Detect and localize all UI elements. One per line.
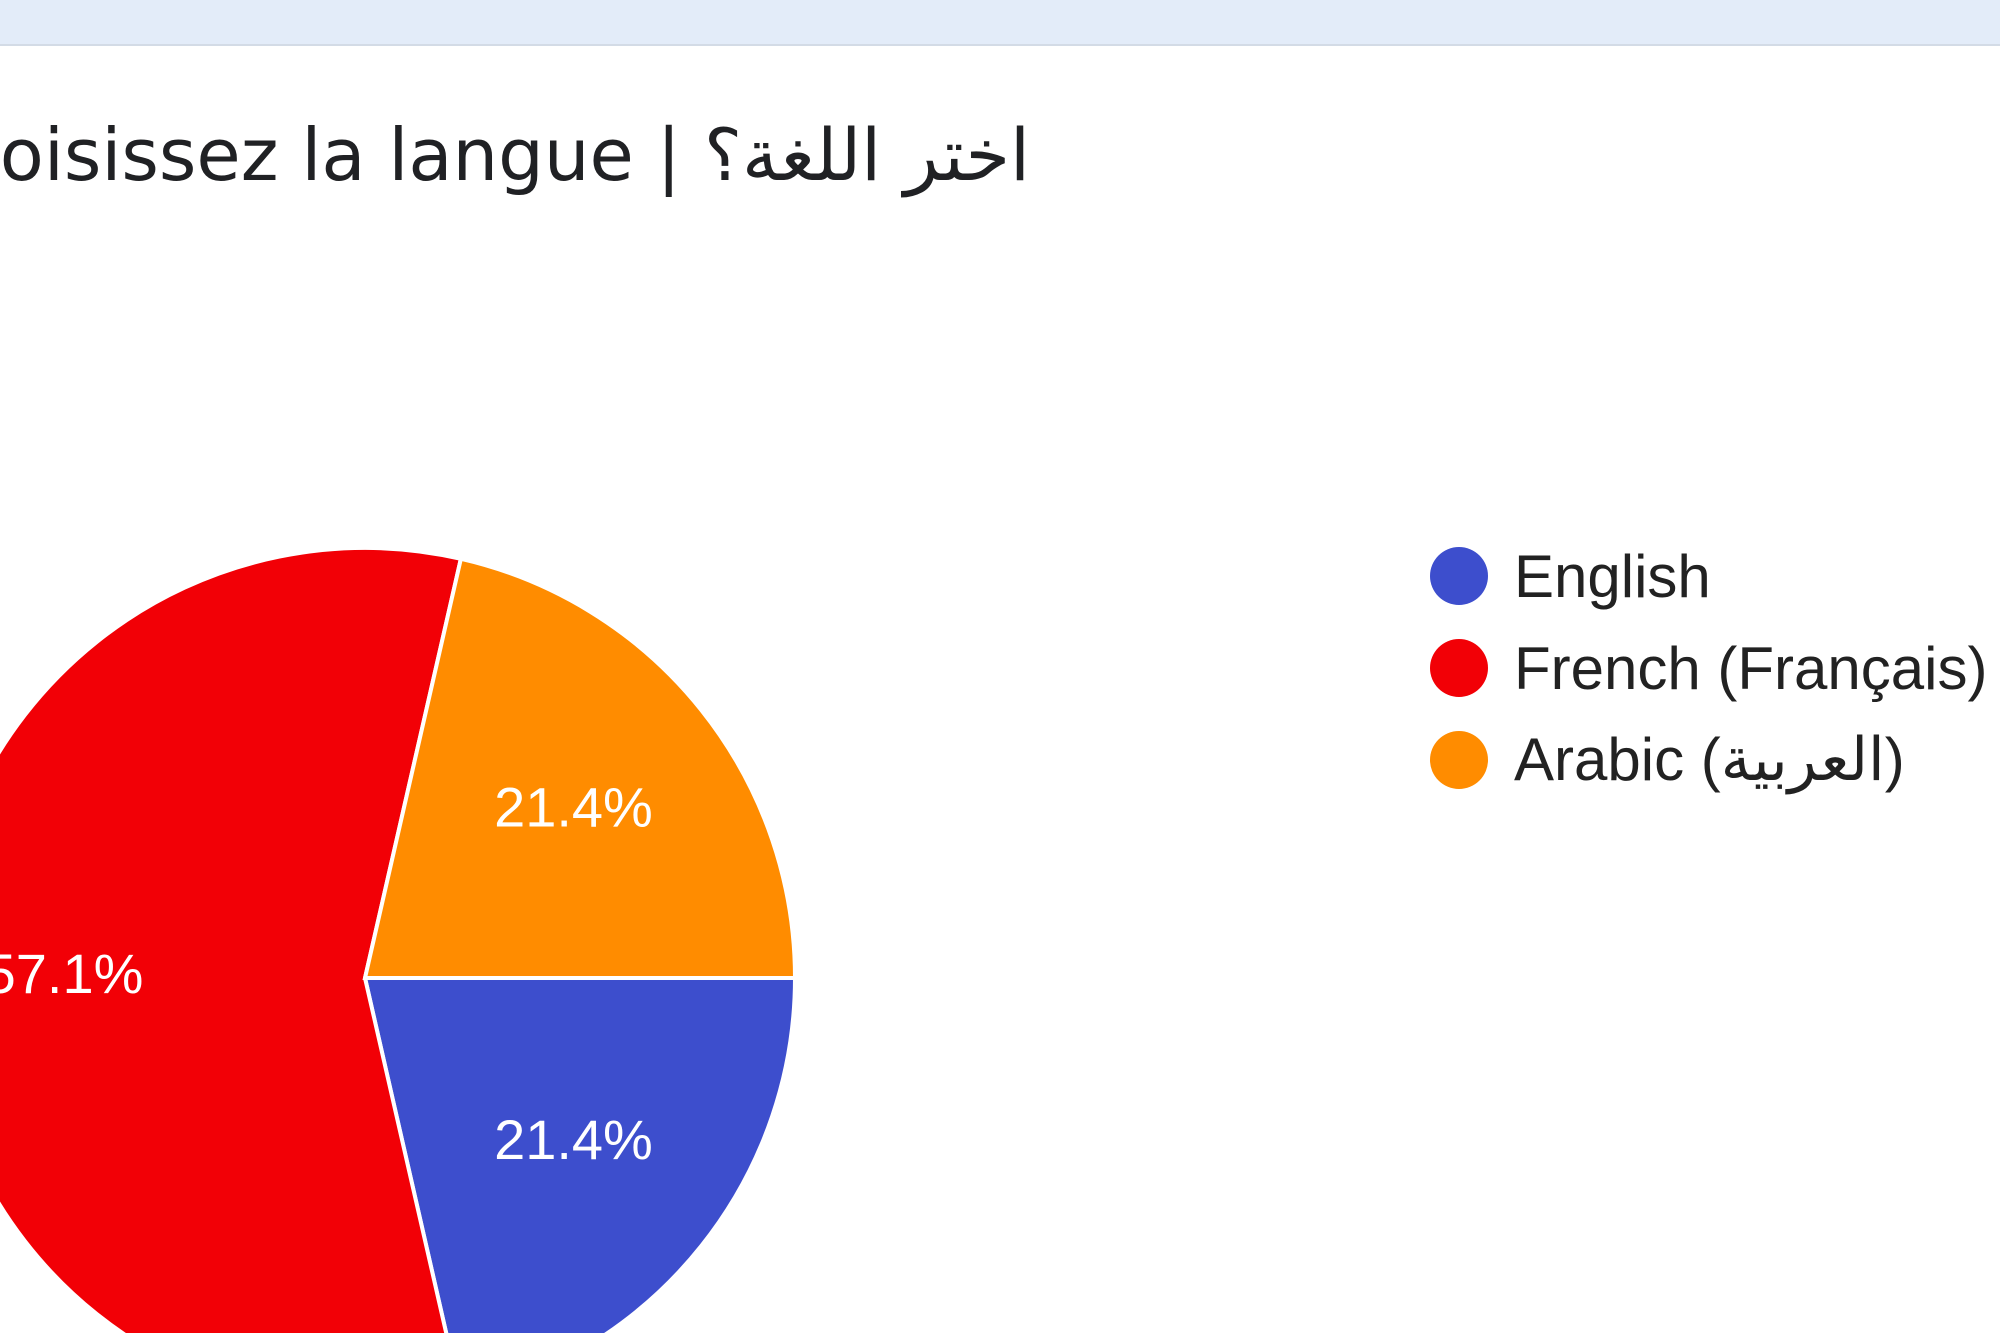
legend-swatch-arabic	[1430, 731, 1488, 789]
legend-swatch-english	[1430, 547, 1488, 605]
question-title: Choisissez la langue | اختر اللغة؟	[0, 113, 1030, 197]
pie-label-french: 57.1%	[0, 942, 143, 1005]
pie-label-arabic: 21.4%	[494, 776, 653, 839]
pie-slice-french[interactable]	[0, 546, 464, 1333]
legend-label-french: French (Français)	[1514, 634, 1988, 702]
legend-swatch-french	[1430, 639, 1488, 697]
legend-item-arabic: Arabic (العربية)	[1430, 714, 1987, 806]
legend-item-english: English	[1430, 530, 1987, 622]
legend-label-arabic: Arabic (العربية)	[1514, 726, 1905, 793]
top-band	[0, 0, 2000, 46]
pie-label-english: 21.4%	[494, 1108, 653, 1171]
pie-slice-english[interactable]	[362, 976, 798, 1333]
legend-item-french: French (Français)	[1430, 622, 1987, 714]
chart-legend: English French (Français) Arabic (العربي…	[1430, 530, 1987, 806]
legend-label-english: English	[1514, 542, 1711, 610]
pie-slice-arabic[interactable]	[362, 556, 798, 980]
